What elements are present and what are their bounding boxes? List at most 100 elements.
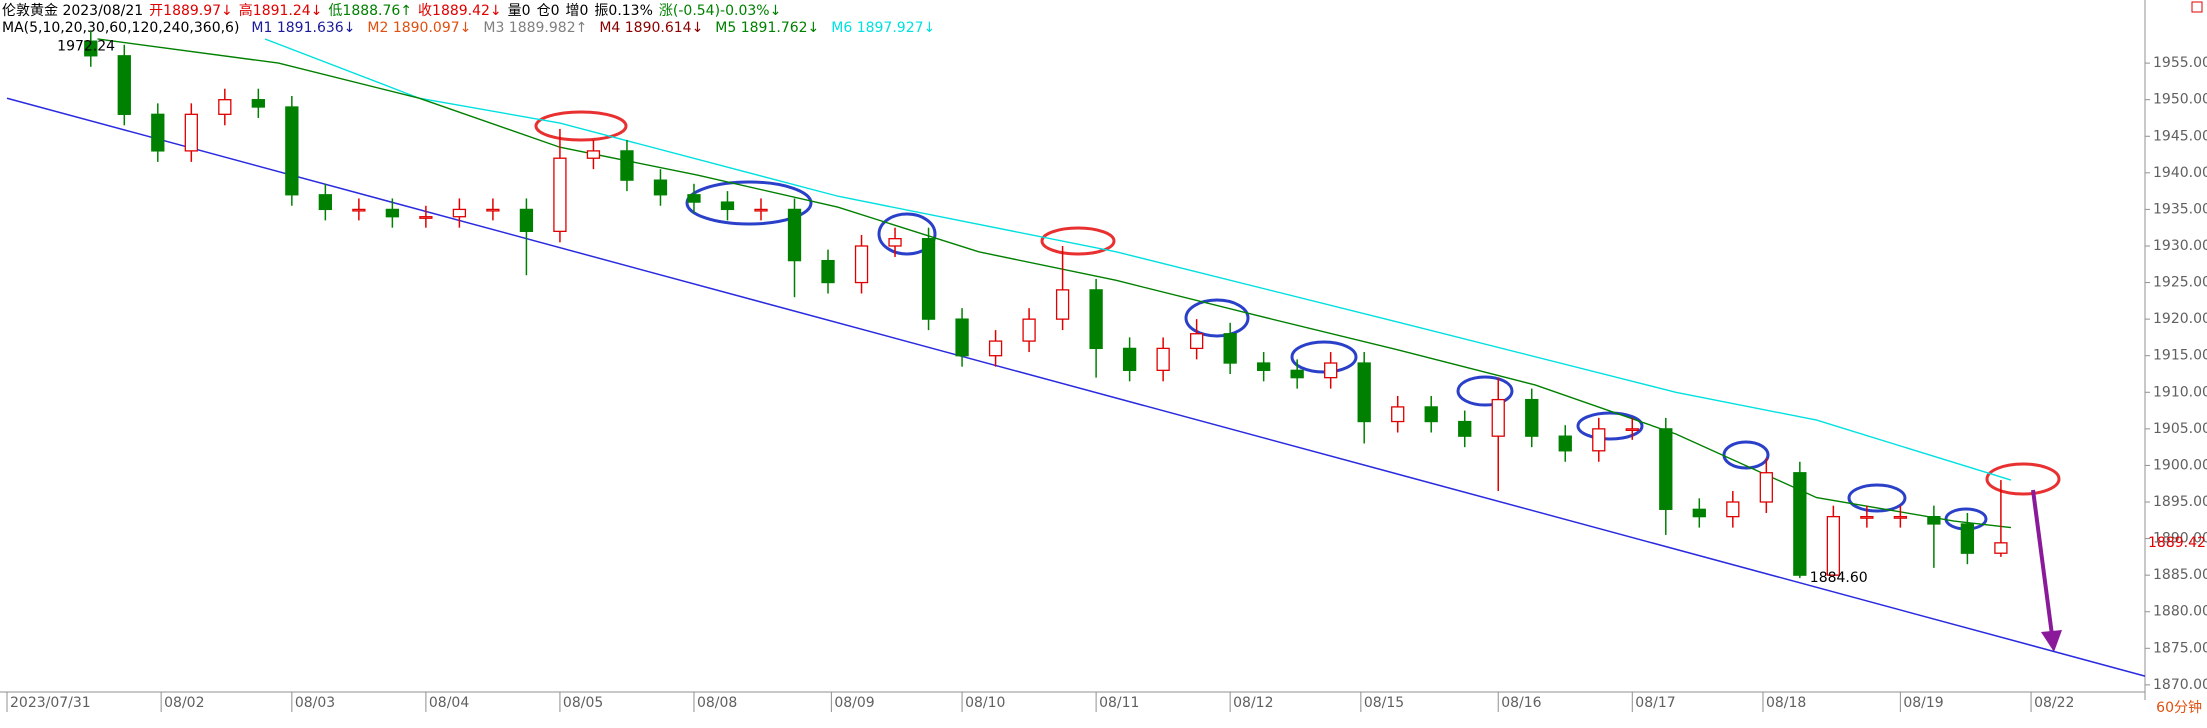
candle-body — [1558, 435, 1572, 452]
candle-body — [352, 208, 366, 212]
blue-ellipse — [1576, 411, 1644, 441]
blue-ellipse — [1456, 375, 1514, 407]
red-ellipse — [1985, 462, 2061, 496]
candle-body — [720, 201, 735, 211]
candle-body — [988, 340, 1003, 357]
candle-body — [821, 259, 835, 284]
y-tick-label: 1925.00 — [2153, 275, 2207, 291]
y-tick-label: 1935.00 — [2153, 201, 2207, 217]
header-item: 量0 — [508, 3, 531, 19]
x-tick-label: 08/04 — [429, 695, 469, 711]
annotation: 1972.24 — [57, 38, 115, 54]
candle-body — [1022, 318, 1036, 342]
blue-ellipse — [1290, 340, 1358, 374]
ma-legend: MA(5,10,20,30,60,120,240,360,6) M1 1891.6… — [2, 20, 935, 36]
candle-body — [1257, 362, 1271, 371]
candle-body — [1793, 472, 1807, 576]
blue-ellipse — [877, 212, 937, 256]
candle-body — [787, 208, 802, 262]
candle-body — [1726, 501, 1740, 518]
ma_legend-item: M4 1890.614↓ — [599, 20, 703, 36]
ma_legend-item: M1 1891.636↓ — [251, 20, 355, 36]
candle-body — [955, 318, 969, 357]
y-tick-label: 1895.00 — [2153, 494, 2207, 510]
y-tick-label: 1900.00 — [2153, 457, 2207, 473]
candle-body — [687, 194, 701, 203]
x-tick-label: 08/03 — [295, 695, 335, 711]
header-item: 增0 — [566, 3, 589, 19]
candle-body — [519, 208, 534, 233]
x-tick-label: 08/02 — [164, 695, 204, 711]
candle-body — [1290, 369, 1304, 379]
y-tick-label: 1940.00 — [2153, 165, 2207, 181]
candle-body — [1692, 508, 1706, 518]
y-tick-label: 1945.00 — [2153, 128, 2207, 144]
candle-body — [1525, 398, 1539, 437]
arrow-shaft — [2031, 489, 2054, 636]
ma_legend-item: M5 1891.762↓ — [715, 20, 819, 36]
candle-body — [1357, 362, 1371, 423]
header-item: 高1891.24↓ — [239, 2, 323, 19]
candle-body — [117, 55, 131, 115]
candle-body — [653, 179, 668, 196]
candle-body — [620, 150, 634, 181]
y-tick-label: 1950.00 — [2153, 92, 2207, 108]
blue-ellipse — [685, 180, 813, 226]
candle-body — [854, 245, 869, 284]
candle-body — [1391, 406, 1405, 423]
ma-line — [264, 38, 2012, 481]
candle-body — [452, 208, 467, 218]
header-item: 振0.13% — [594, 3, 652, 19]
y-tick-label: 1910.00 — [2153, 384, 2207, 400]
candle-body — [1122, 347, 1137, 371]
blue-ellipse — [1184, 298, 1250, 338]
header-item: 开1889.97↓ — [149, 3, 233, 19]
ma_legend-item: M2 1890.097↓ — [367, 20, 471, 36]
period-label: 60分钟 — [2156, 699, 2202, 716]
y-tick-label: 1930.00 — [2153, 238, 2207, 254]
x-tick-label: 08/16 — [1501, 695, 1541, 711]
candle-body — [84, 40, 98, 57]
candle-body — [888, 238, 902, 247]
candle-body — [1994, 542, 2008, 554]
candle-body — [1893, 515, 1908, 519]
corner-icon — [2191, 1, 2203, 13]
candle-body — [1223, 333, 1237, 364]
trendline — [6, 97, 2146, 677]
annotation: 1884.60 — [1810, 570, 1868, 586]
x-tick-label: 08/12 — [1233, 695, 1273, 711]
y-tick-label: 1880.00 — [2153, 604, 2207, 620]
candle-body — [1424, 406, 1438, 423]
candle-body — [1055, 289, 1070, 320]
candle-body — [218, 99, 232, 115]
ma_legend-item: M6 1897.927↓ — [831, 20, 935, 36]
x-tick-label: 08/22 — [2034, 695, 2074, 711]
candle-body — [1960, 523, 1975, 554]
candle-body — [1759, 472, 1773, 503]
candle-body — [1625, 428, 1639, 432]
candle-body — [486, 208, 500, 212]
last-price-label: 1889.42 — [2148, 535, 2206, 551]
y-tick-label: 1905.00 — [2153, 421, 2207, 437]
candle-body — [1826, 515, 1840, 576]
candle-body — [1592, 428, 1606, 452]
candle-body — [1860, 515, 1874, 519]
y-tick-label: 1955.00 — [2153, 55, 2207, 71]
header-item: 伦敦黄金 2023/08/21 — [2, 2, 143, 19]
x-tick-label: 08/19 — [1903, 695, 1943, 711]
arrow-head — [2041, 630, 2062, 652]
candle-body — [921, 238, 936, 320]
candle-body — [318, 194, 333, 211]
x-tick-label: 2023/07/31 — [10, 695, 91, 711]
candle-body — [419, 216, 433, 219]
x-tick-label: 08/10 — [965, 695, 1005, 711]
x-tick-label: 08/08 — [697, 695, 737, 711]
header-item: 涨(-0.54)-0.03%↓ — [659, 3, 781, 19]
y-tick-label: 1885.00 — [2153, 567, 2207, 583]
y-tick-label: 1890.00 — [2153, 531, 2207, 547]
candle-body — [1189, 333, 1204, 350]
candle-body — [1324, 362, 1338, 379]
x-tick-label: 08/18 — [1766, 695, 1806, 711]
